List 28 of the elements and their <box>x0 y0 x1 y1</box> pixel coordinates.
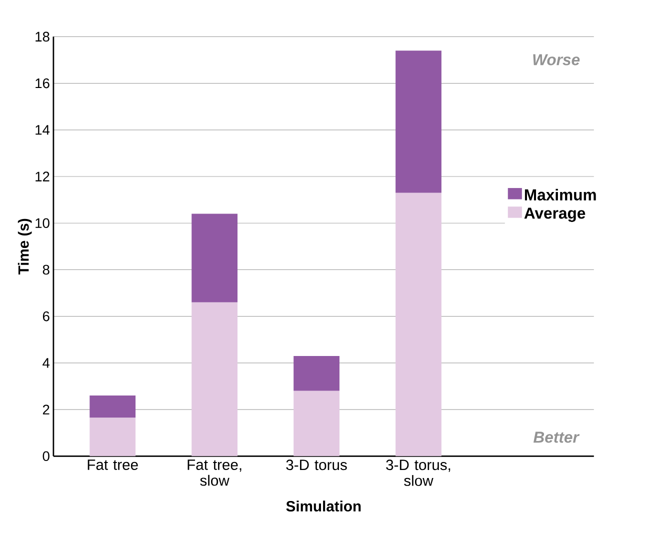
bar <box>294 390 340 456</box>
y-tick-label: 12 <box>36 172 50 182</box>
text: Worse <box>533 54 580 66</box>
legend-label: Average <box>524 208 586 222</box>
y-tick-label: 2 <box>42 404 50 414</box>
legend-label: Maximum <box>524 188 596 200</box>
y-tick-label: 8 <box>42 264 50 274</box>
y-tick-label: 4 <box>42 358 50 368</box>
y-tick-label: 10 <box>36 218 50 228</box>
y-tick-label: 6 <box>42 311 50 322</box>
y-tick-label: 0 <box>42 451 50 461</box>
bar <box>294 356 340 391</box>
y-axis-title: Time (s) <box>18 218 32 274</box>
y-tick-label: 16 <box>36 78 50 88</box>
x-tick-label: Fat tree <box>88 460 138 470</box>
x-tick-label: Fat tree, slow <box>188 460 242 486</box>
x-tick-label: 3-D torus <box>286 459 347 470</box>
bar <box>90 395 136 418</box>
bar <box>396 50 442 193</box>
bar <box>396 192 442 456</box>
x-tick-label: 3-D torus, slow <box>386 459 450 486</box>
y-tick-label: 14 <box>36 125 50 135</box>
x-axis-title: Simulation <box>286 500 361 512</box>
y-tick-label: 18 <box>36 32 50 42</box>
bar <box>192 214 238 302</box>
bar <box>192 302 238 456</box>
bar <box>90 418 136 456</box>
text: Better <box>533 432 580 443</box>
